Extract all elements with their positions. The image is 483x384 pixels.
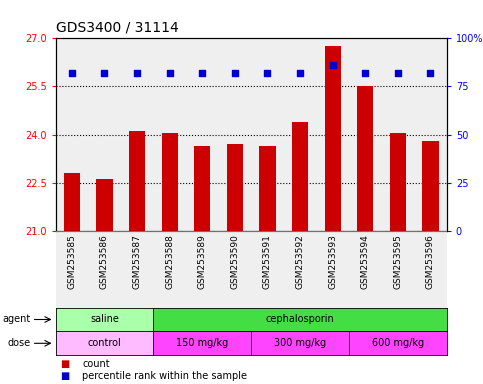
Bar <box>349 231 382 308</box>
Bar <box>154 231 186 308</box>
Bar <box>414 38 447 231</box>
Bar <box>251 231 284 308</box>
Text: dose: dose <box>7 338 30 348</box>
Bar <box>227 144 243 231</box>
Text: control: control <box>87 338 121 348</box>
Text: count: count <box>82 359 110 369</box>
Point <box>166 70 173 76</box>
Text: GSM253589: GSM253589 <box>198 235 207 290</box>
Bar <box>414 231 447 308</box>
Bar <box>382 38 414 231</box>
Bar <box>56 231 88 308</box>
Text: 150 mg/kg: 150 mg/kg <box>176 338 228 348</box>
Bar <box>96 179 113 231</box>
Point <box>361 70 369 76</box>
Bar <box>316 38 349 231</box>
Bar <box>194 146 211 231</box>
Bar <box>154 38 186 231</box>
Bar <box>88 38 121 231</box>
Bar <box>357 86 373 231</box>
Text: GSM253593: GSM253593 <box>328 235 337 290</box>
Text: GSM253590: GSM253590 <box>230 235 240 290</box>
Bar <box>422 141 439 231</box>
Bar <box>316 231 349 308</box>
Text: ■: ■ <box>60 371 70 381</box>
Text: saline: saline <box>90 314 119 324</box>
Bar <box>292 122 308 231</box>
Bar <box>284 231 316 308</box>
Bar <box>88 231 121 308</box>
Text: 300 mg/kg: 300 mg/kg <box>274 338 326 348</box>
Point <box>100 70 108 76</box>
Point <box>199 70 206 76</box>
Bar <box>219 231 251 308</box>
Text: GSM253596: GSM253596 <box>426 235 435 290</box>
Bar <box>284 38 316 231</box>
Text: GSM253586: GSM253586 <box>100 235 109 290</box>
Bar <box>186 38 218 231</box>
Bar <box>129 131 145 231</box>
Text: GSM253585: GSM253585 <box>67 235 76 290</box>
Point <box>394 70 402 76</box>
Bar <box>121 38 154 231</box>
Text: GSM253588: GSM253588 <box>165 235 174 290</box>
Bar <box>382 231 414 308</box>
Bar <box>186 231 218 308</box>
Point <box>68 70 76 76</box>
Bar <box>161 133 178 231</box>
Point <box>329 62 337 68</box>
Point <box>133 70 141 76</box>
Point <box>426 70 434 76</box>
Text: agent: agent <box>2 314 30 324</box>
Bar <box>259 146 276 231</box>
Text: GSM253595: GSM253595 <box>393 235 402 290</box>
Bar <box>56 38 88 231</box>
Text: GSM253587: GSM253587 <box>132 235 142 290</box>
Text: percentile rank within the sample: percentile rank within the sample <box>82 371 247 381</box>
Bar <box>64 173 80 231</box>
Text: ■: ■ <box>60 359 70 369</box>
Point <box>264 70 271 76</box>
Text: GSM253591: GSM253591 <box>263 235 272 290</box>
Point <box>231 70 239 76</box>
Bar <box>349 38 382 231</box>
Text: GDS3400 / 31114: GDS3400 / 31114 <box>56 21 178 35</box>
Bar <box>325 46 341 231</box>
Bar <box>390 133 406 231</box>
Text: cephalosporin: cephalosporin <box>266 314 334 324</box>
Point <box>296 70 304 76</box>
Bar <box>121 231 154 308</box>
Bar <box>219 38 251 231</box>
Text: 600 mg/kg: 600 mg/kg <box>372 338 424 348</box>
Text: GSM253592: GSM253592 <box>296 235 305 290</box>
Bar <box>251 38 284 231</box>
Text: GSM253594: GSM253594 <box>361 235 370 290</box>
